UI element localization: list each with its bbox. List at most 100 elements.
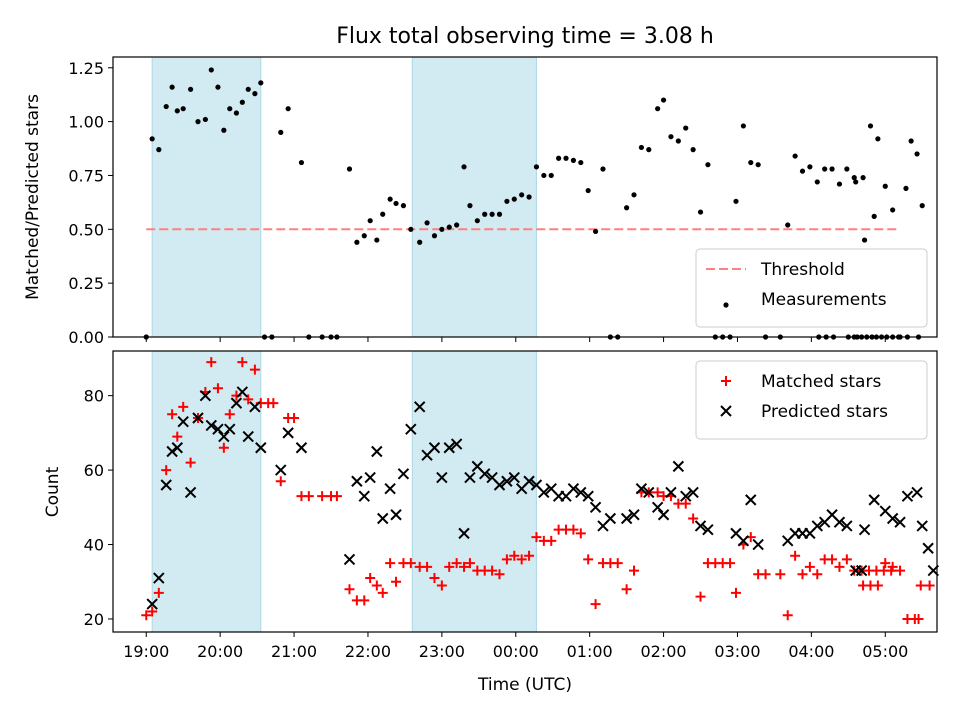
legend-plus-marker	[721, 376, 731, 386]
data-point	[377, 512, 389, 525]
data-point	[702, 523, 714, 536]
data-point	[886, 512, 899, 525]
legend-x-marker	[720, 405, 732, 417]
data-point	[206, 357, 217, 368]
data-point	[755, 162, 761, 168]
data-point	[725, 558, 736, 569]
data-point	[894, 516, 906, 528]
y-tick-label: 0.75	[68, 166, 104, 185]
x-tick-label: 05:00	[862, 642, 908, 661]
data-point	[683, 125, 689, 131]
data-point	[752, 538, 764, 551]
data-point	[239, 99, 245, 105]
data-point	[371, 445, 383, 458]
data-point	[444, 561, 455, 572]
data-point	[638, 144, 644, 151]
data-point	[147, 606, 158, 617]
x-tick-label: 19:00	[123, 642, 169, 661]
series-predicted-stars	[146, 386, 940, 610]
data-point	[895, 565, 906, 576]
data-point	[748, 159, 754, 166]
data-point	[450, 438, 463, 450]
data-point	[224, 423, 236, 435]
data-point	[282, 427, 294, 439]
data-point	[185, 457, 196, 468]
data-point	[694, 520, 707, 532]
y-tick-label: 1.00	[68, 113, 104, 132]
data-point	[258, 80, 264, 86]
axes-frame	[112, 350, 938, 633]
data-point	[556, 155, 562, 161]
data-point	[461, 164, 467, 170]
x-axis-label: Time (UTC)	[477, 675, 572, 695]
data-point	[600, 166, 606, 172]
data-point	[680, 498, 691, 509]
data-point	[914, 151, 920, 157]
data-point	[202, 116, 208, 123]
legend-label: Measurements	[761, 290, 887, 310]
data-point	[890, 207, 896, 213]
data-point	[289, 412, 300, 423]
x-tick-label: 20:00	[197, 642, 243, 661]
data-point	[660, 97, 667, 103]
data-point	[215, 84, 221, 90]
data-point	[160, 479, 172, 491]
data-point	[524, 550, 535, 561]
data-point	[922, 542, 934, 554]
data-point	[733, 198, 739, 204]
data-point	[782, 610, 793, 621]
y-tick-label: 1.25	[68, 59, 104, 78]
data-point	[915, 580, 926, 591]
data-point	[171, 442, 184, 454]
data-point	[242, 430, 254, 443]
data-point	[255, 442, 267, 454]
data-point	[827, 554, 838, 565]
data-point	[548, 172, 554, 179]
data-point	[541, 172, 547, 179]
x-tick-label: 00:00	[493, 642, 539, 661]
data-point	[730, 587, 741, 598]
data-point	[799, 168, 806, 174]
data-point	[354, 239, 360, 245]
data-point	[303, 491, 314, 502]
data-point	[187, 86, 194, 92]
data-point	[844, 166, 850, 172]
data-point	[657, 509, 670, 521]
data-point	[740, 123, 746, 129]
data-point	[351, 475, 363, 487]
data-point	[166, 445, 178, 458]
data-point	[146, 598, 158, 610]
data-point	[792, 153, 798, 159]
data-point	[361, 233, 367, 239]
data-point	[695, 591, 706, 602]
data-point	[141, 610, 152, 621]
data-point	[668, 134, 674, 140]
data-point	[583, 554, 594, 565]
data-point	[275, 464, 287, 476]
data-point	[567, 483, 580, 495]
x-tick-label: 01:00	[567, 642, 613, 661]
data-point	[364, 471, 376, 484]
data-point	[359, 595, 370, 606]
data-point	[841, 520, 853, 532]
data-point	[868, 494, 880, 506]
data-point	[519, 192, 525, 198]
data-point	[400, 203, 407, 209]
series-matched-stars	[141, 357, 935, 624]
data-point	[570, 157, 577, 163]
y-tick-label: 0.00	[68, 328, 104, 347]
data-point	[797, 569, 808, 580]
data-point	[911, 486, 923, 499]
bottom-y-axis-label: Count	[43, 466, 63, 517]
legend: Threshold Measurements	[695, 248, 928, 328]
data-point	[880, 558, 891, 569]
data-point	[887, 561, 898, 572]
data-point	[675, 138, 681, 144]
data-point	[841, 554, 852, 565]
data-point	[872, 580, 883, 591]
y-tick-label: 60	[84, 461, 104, 480]
data-point	[482, 211, 488, 217]
data-point	[405, 558, 416, 569]
legend-dot-marker	[723, 302, 729, 308]
legend-label: Threshold	[760, 260, 845, 280]
